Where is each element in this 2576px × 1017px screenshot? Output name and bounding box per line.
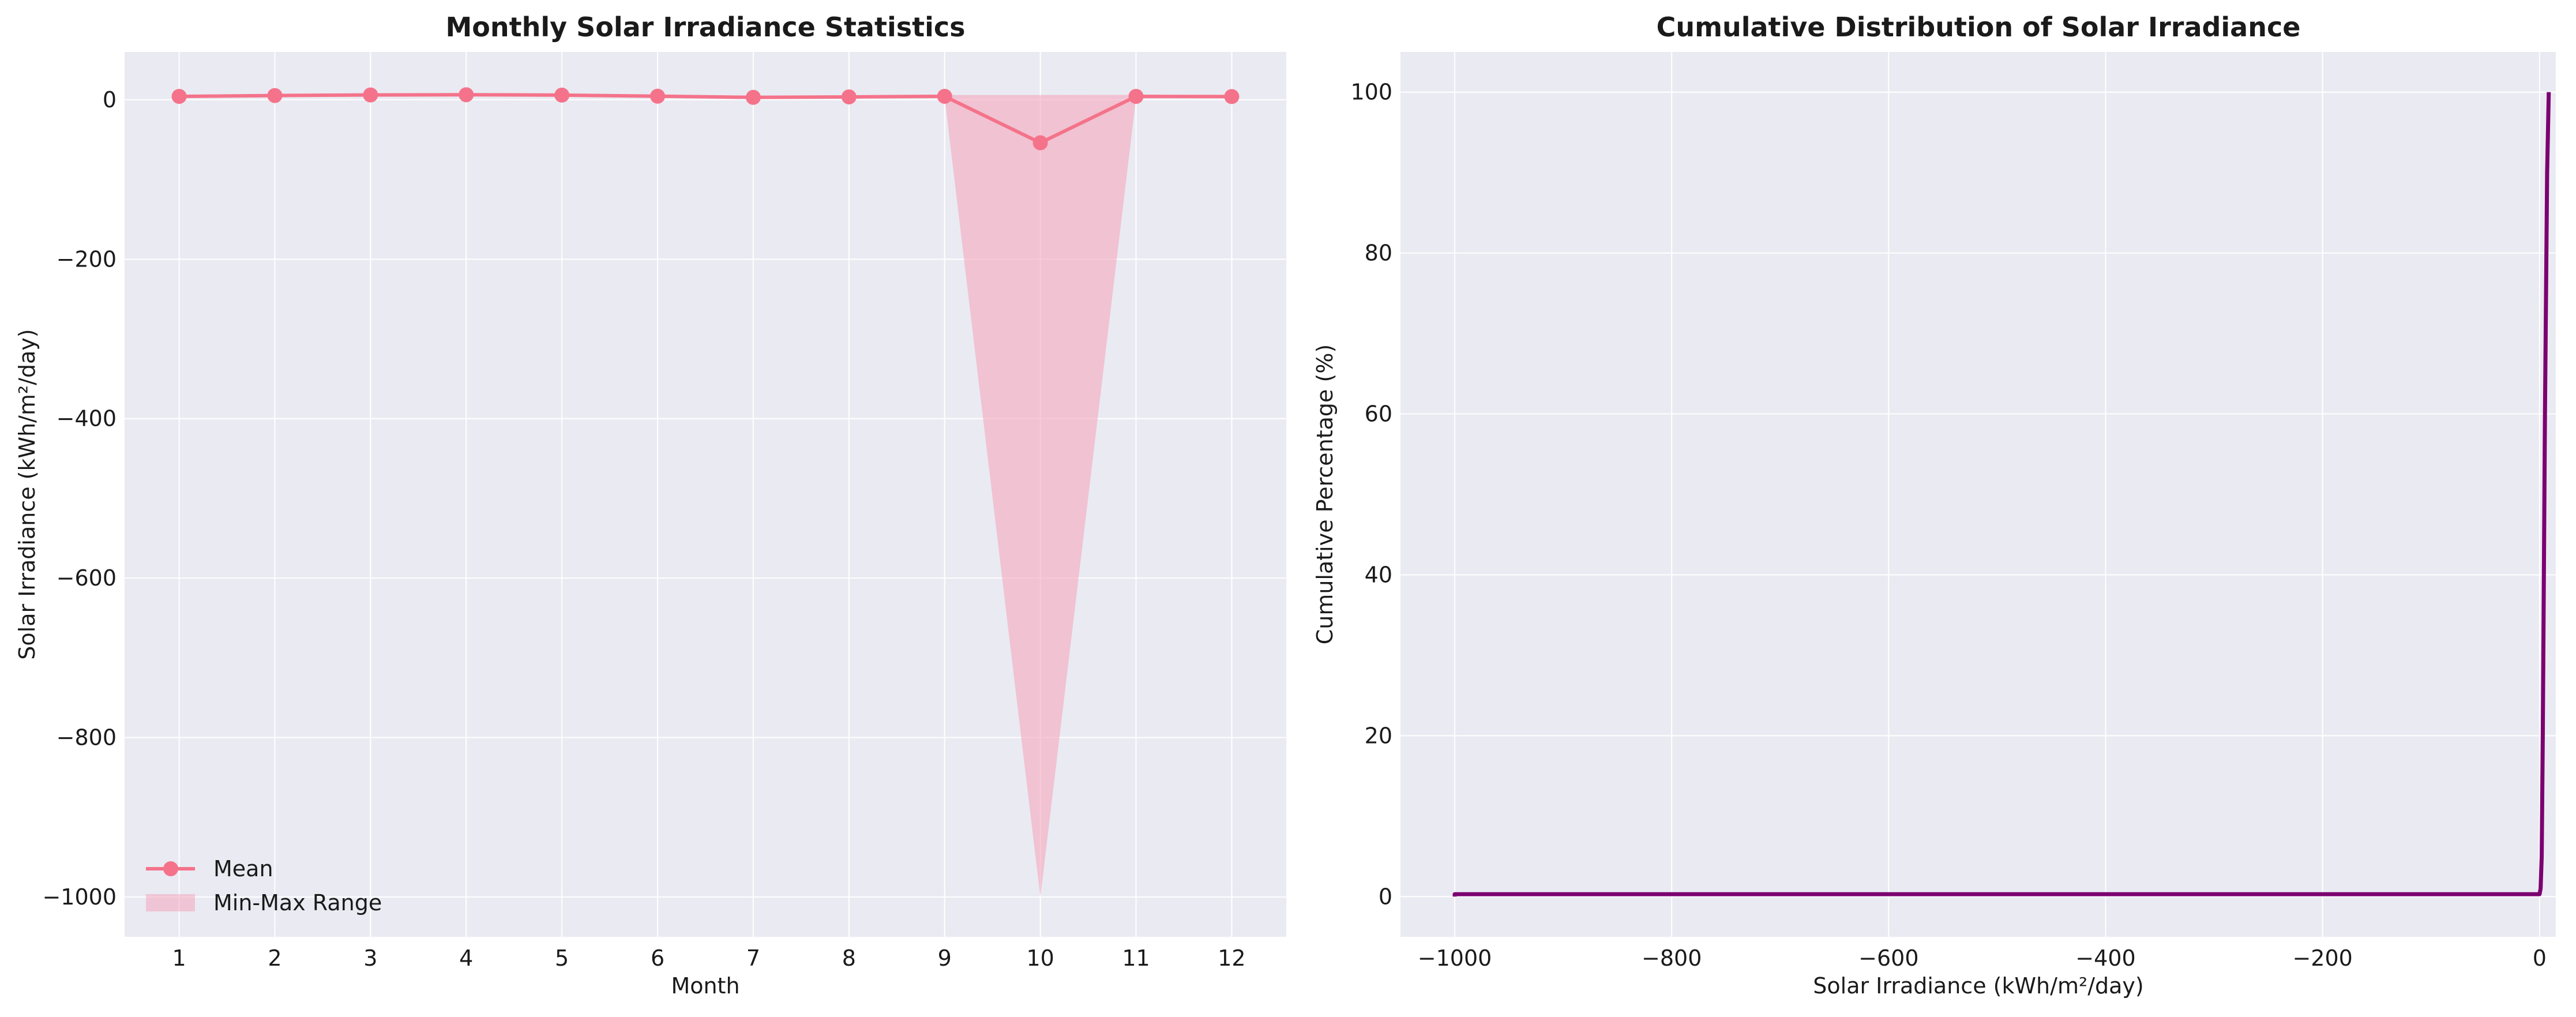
y-tick-label: 80 bbox=[1365, 241, 1392, 266]
left-chart-title: Monthly Solar Irradiance Statistics bbox=[445, 12, 965, 43]
x-tick-label: −200 bbox=[2292, 945, 2352, 971]
x-tick-label: 9 bbox=[938, 945, 952, 971]
x-tick-label: −400 bbox=[2075, 945, 2135, 971]
x-tick-label: 0 bbox=[2533, 945, 2547, 971]
left-y-axis-label: Solar Irradiance (kWh/m²/day) bbox=[14, 329, 40, 659]
x-tick-label: 5 bbox=[555, 945, 569, 971]
y-tick-label: −400 bbox=[57, 406, 117, 431]
left-legend: Mean Min-Max Range bbox=[146, 856, 382, 915]
mean-point bbox=[363, 87, 378, 103]
y-tick-label: 0 bbox=[1379, 884, 1392, 909]
x-tick-label: −600 bbox=[1858, 945, 1918, 971]
y-tick-label: 0 bbox=[103, 87, 117, 112]
x-tick-label: 11 bbox=[1122, 945, 1150, 971]
right-y-tick-labels: 0 20 40 60 80 100 bbox=[1350, 80, 1392, 910]
y-tick-label: 40 bbox=[1365, 562, 1392, 587]
left-range-fill-layer bbox=[179, 93, 1232, 897]
mean-point bbox=[267, 88, 283, 103]
y-tick-label: −1000 bbox=[42, 884, 117, 910]
monthly-stats-panel: 1 2 3 4 5 6 7 8 9 10 11 12 0−200−400−600−800−1000 M… bbox=[14, 12, 1286, 999]
left-x-axis-label: Month bbox=[671, 973, 739, 999]
x-tick-label: 7 bbox=[746, 945, 760, 971]
right-cdf-line-layer bbox=[1452, 92, 2551, 897]
cdf-series-line bbox=[1452, 92, 2551, 897]
mean-point bbox=[459, 87, 474, 103]
mean-point bbox=[745, 89, 761, 105]
legend-mean-label: Mean bbox=[213, 856, 273, 881]
y-tick-label: −200 bbox=[57, 246, 117, 272]
legend-mean-marker bbox=[163, 861, 178, 876]
mean-point bbox=[1128, 89, 1144, 104]
x-tick-label: −1000 bbox=[1418, 945, 1492, 971]
legend-range-label: Min-Max Range bbox=[213, 890, 382, 915]
min-max-range-area bbox=[179, 93, 1232, 897]
x-tick-label: 4 bbox=[459, 945, 473, 971]
y-tick-label: 100 bbox=[1350, 80, 1392, 105]
mean-series-line bbox=[179, 93, 1232, 145]
x-tick-label: 10 bbox=[1026, 945, 1054, 971]
x-tick-label: −800 bbox=[1642, 945, 1702, 971]
right-gridlines bbox=[1400, 52, 2556, 937]
x-tick-label: 3 bbox=[363, 945, 377, 971]
right-x-tick-labels: −1000 −800 −600 −400 −200 0 bbox=[1418, 945, 2547, 971]
y-tick-label: 60 bbox=[1365, 401, 1392, 427]
mean-point bbox=[1224, 89, 1240, 104]
x-tick-label: 2 bbox=[268, 945, 281, 971]
right-chart-title: Cumulative Distribution of Solar Irradia… bbox=[1657, 12, 2301, 43]
left-mean-line-layer bbox=[171, 87, 1240, 151]
x-tick-label: 1 bbox=[172, 945, 186, 971]
x-tick-label: 8 bbox=[842, 945, 856, 971]
y-tick-label: 20 bbox=[1365, 723, 1392, 748]
legend-range-swatch bbox=[146, 894, 195, 911]
left-x-tick-labels: 1 2 3 4 5 6 7 8 9 10 11 12 bbox=[172, 945, 1245, 971]
mean-point bbox=[937, 88, 952, 104]
left-y-tick-labels: 0 −200 −400 −600 −800 −1000 bbox=[42, 87, 117, 910]
cumulative-distribution-panel: −1000 −800 −600 −400 −200 0 0 20 40 60 80 100 Cumu… bbox=[1312, 12, 2556, 999]
x-tick-label: 12 bbox=[1218, 945, 1245, 971]
mean-point bbox=[171, 89, 187, 104]
right-x-axis-label: Solar Irradiance (kWh/m²/day) bbox=[1813, 973, 2143, 999]
mean-point bbox=[650, 88, 666, 104]
x-tick-label: 6 bbox=[651, 945, 664, 971]
mean-point bbox=[841, 89, 857, 104]
mean-point bbox=[554, 87, 570, 103]
y-tick-label: −600 bbox=[57, 565, 117, 591]
y-tick-label: −800 bbox=[57, 725, 117, 750]
right-plot-background bbox=[1400, 52, 2556, 937]
mean-point bbox=[1032, 135, 1048, 151]
right-y-axis-label: Cumulative Percentage (%) bbox=[1312, 344, 1338, 645]
